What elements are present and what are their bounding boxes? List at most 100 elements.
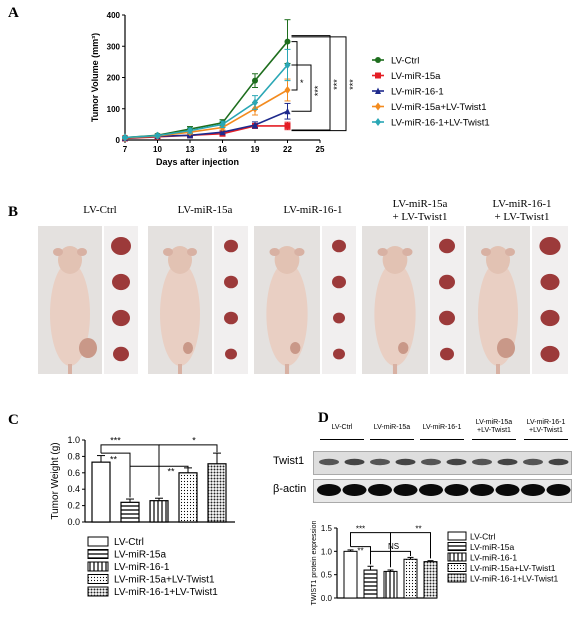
legend-label: LV-Ctrl <box>470 532 495 542</box>
blot-actin-strip <box>313 479 572 503</box>
y-tick-label: 0.2 <box>67 501 80 511</box>
panel-label-b: B <box>8 204 19 220</box>
panel-label-c: C <box>8 412 19 428</box>
mouse-photo <box>254 226 320 374</box>
photo-label-ctrl: LV-Ctrl <box>83 204 117 216</box>
blot-row-twist1: Twist1 <box>273 455 305 467</box>
bar <box>207 463 227 523</box>
sig-bracket <box>350 532 391 568</box>
x-tick-label: 16 <box>218 145 227 154</box>
legend-label: LV-miR-16-1+LV-Twist1 <box>391 118 490 129</box>
legend-label: LV-miR-16-1+LV-Twist1 <box>114 587 218 598</box>
lane-underline <box>420 439 464 440</box>
sig-bracket <box>291 41 298 91</box>
data-point <box>252 121 258 128</box>
sig-label: *** <box>348 79 358 90</box>
mouse-photo <box>362 226 428 374</box>
y-tick-label: 300 <box>107 42 121 51</box>
data-point <box>284 86 291 94</box>
sig-bracket <box>100 444 160 496</box>
y-tick-label: 0.0 <box>321 594 333 603</box>
sig-bracket <box>291 64 312 112</box>
photo-label-mir16: LV-miR-16-1 <box>283 204 343 216</box>
lane-underline <box>320 439 364 440</box>
legend-swatch <box>87 561 109 572</box>
sig-bracket <box>370 550 411 563</box>
sig-bracket <box>159 444 218 453</box>
x-tick-label: 22 <box>283 145 292 154</box>
x-tick-label: 13 <box>186 145 195 154</box>
x-axis-title: Days after injection <box>156 157 239 167</box>
sig-label: *** <box>313 85 323 96</box>
sig-label: ** <box>167 466 175 476</box>
data-point <box>219 128 226 136</box>
legend-swatch <box>87 536 109 547</box>
data-point <box>375 72 381 79</box>
y-axis-title: Tumor Volume (mm³) <box>90 33 100 122</box>
legend-swatch <box>447 552 467 562</box>
tumor-photo <box>104 226 138 374</box>
sig-label: ** <box>110 454 118 464</box>
y-tick-label: 400 <box>107 11 121 20</box>
tumor-photo <box>214 226 248 374</box>
data-point <box>375 118 381 126</box>
data-point <box>284 61 291 69</box>
legend-label: LV-miR-15a <box>391 71 441 82</box>
y-tick-label: 0.4 <box>67 484 80 494</box>
blot-lane-label: LV-miR-15a +LV-Twist1 <box>475 419 513 434</box>
x-tick-label: 7 <box>123 145 128 154</box>
data-point <box>252 77 258 84</box>
lane-underline <box>524 439 568 440</box>
sig-bracket <box>101 452 131 498</box>
data-point <box>252 98 258 107</box>
legend-label: LV-miR-16-1 <box>391 87 444 98</box>
data-point <box>187 126 193 135</box>
x-tick-label: 19 <box>251 145 260 154</box>
blot-row-actin: β-actin <box>273 483 307 495</box>
y-tick-label: 0.8 <box>67 451 80 461</box>
sig-label: *** <box>110 435 121 445</box>
bar <box>423 561 438 599</box>
sig-bracket <box>291 36 347 132</box>
legend-swatch <box>447 563 467 572</box>
legend-label: LV-Ctrl <box>114 537 144 548</box>
y-tick-label: 100 <box>107 105 121 114</box>
data-point <box>219 120 226 129</box>
data-point <box>284 122 291 129</box>
sig-label: *** <box>356 524 365 533</box>
data-point <box>375 102 381 111</box>
legend-label: LV-miR-16-1+LV-Twist1 <box>470 574 559 584</box>
sig-bracket <box>350 546 371 565</box>
sig-bracket <box>291 35 331 131</box>
tumor-photo <box>430 226 464 374</box>
mouse-photo <box>38 226 102 374</box>
data-point <box>154 131 161 140</box>
panel-label-d: D <box>318 410 329 426</box>
sig-label: ** <box>415 524 421 533</box>
series-line <box>124 89 288 139</box>
series-line <box>124 64 289 139</box>
tumor-photo <box>532 226 568 374</box>
mouse-photo <box>148 226 212 374</box>
legend-swatch <box>87 549 109 559</box>
bar <box>363 569 378 599</box>
sig-label: ** <box>357 547 363 556</box>
legend-label: LV-miR-15a <box>470 542 515 552</box>
blot-twist1-strip <box>313 451 572 475</box>
tumor-volume-line-chart: 0 100 200 300 400 7 10 13 16 19 22 25 Days after inj… <box>90 11 490 167</box>
bar <box>178 472 198 523</box>
lane-underline <box>472 439 516 440</box>
y-axis-title: TWIST1 protein expression <box>311 520 318 605</box>
legend-label: LV-Ctrl <box>391 56 419 67</box>
legend-swatch <box>87 586 109 597</box>
lane-underline <box>370 439 414 440</box>
tumor-photo <box>322 226 356 374</box>
series-line <box>124 41 289 139</box>
x-tick-label: 10 <box>153 145 162 154</box>
x-tick-label: 25 <box>316 145 325 154</box>
y-tick-label: 0 <box>116 136 121 145</box>
y-tick-label: 0.0 <box>67 517 80 527</box>
legend-swatch <box>447 542 467 551</box>
bar <box>120 501 140 523</box>
blot-lane-label: LV-miR-15a <box>373 424 411 431</box>
